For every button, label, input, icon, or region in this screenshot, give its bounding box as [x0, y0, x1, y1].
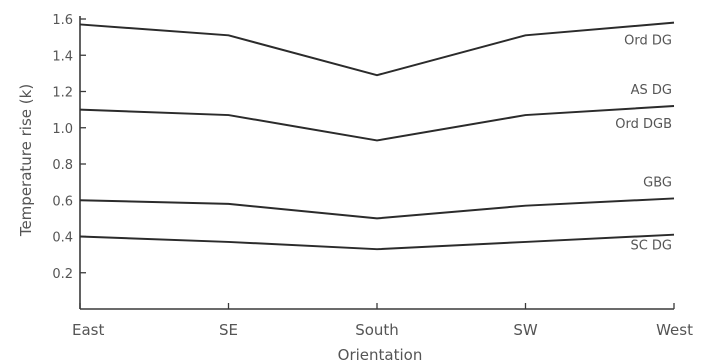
series-label: SC DG	[630, 239, 672, 254]
y-tick-label: 0.8	[52, 158, 73, 173]
y-tick-label: 0.4	[52, 231, 73, 246]
series-label: AS DG	[631, 83, 672, 98]
y-tick-label: 1.6	[52, 13, 73, 28]
x-axis-title: Orientation	[338, 346, 423, 364]
series-label: Ord DG	[624, 34, 672, 49]
y-tick-label: 1.0	[52, 122, 73, 137]
y-tick-label: 0.6	[52, 194, 73, 209]
y-axis-title: Temperature rise (k)	[17, 84, 35, 237]
series-line-sc-dg	[79, 233, 675, 251]
y-tick-label: 1.4	[52, 49, 73, 64]
axis-ticks: 0.2 0.4 0.6 0.8 1.0 1.2 1.4 1.6 East SE South SW Wes…	[52, 13, 693, 339]
series-line-ord-dg	[79, 21, 675, 77]
y-tick-label: 1.2	[52, 86, 73, 101]
series-line-as-dg	[79, 105, 675, 142]
x-tick-label: SE	[219, 321, 238, 339]
series-label: GBG	[643, 175, 672, 190]
y-tick-label: 0.2	[52, 267, 73, 282]
x-tick-label: West	[656, 321, 693, 339]
series-labels: Ord DG AS DG Ord DGB GBG SC DG	[615, 34, 672, 254]
x-tick-label: East	[72, 321, 104, 339]
x-tick-label: SW	[513, 321, 538, 339]
series-label: Ord DGB	[615, 117, 672, 132]
series-group	[79, 21, 675, 251]
x-tick-label: South	[355, 321, 399, 339]
series-line-gbg	[79, 197, 675, 220]
